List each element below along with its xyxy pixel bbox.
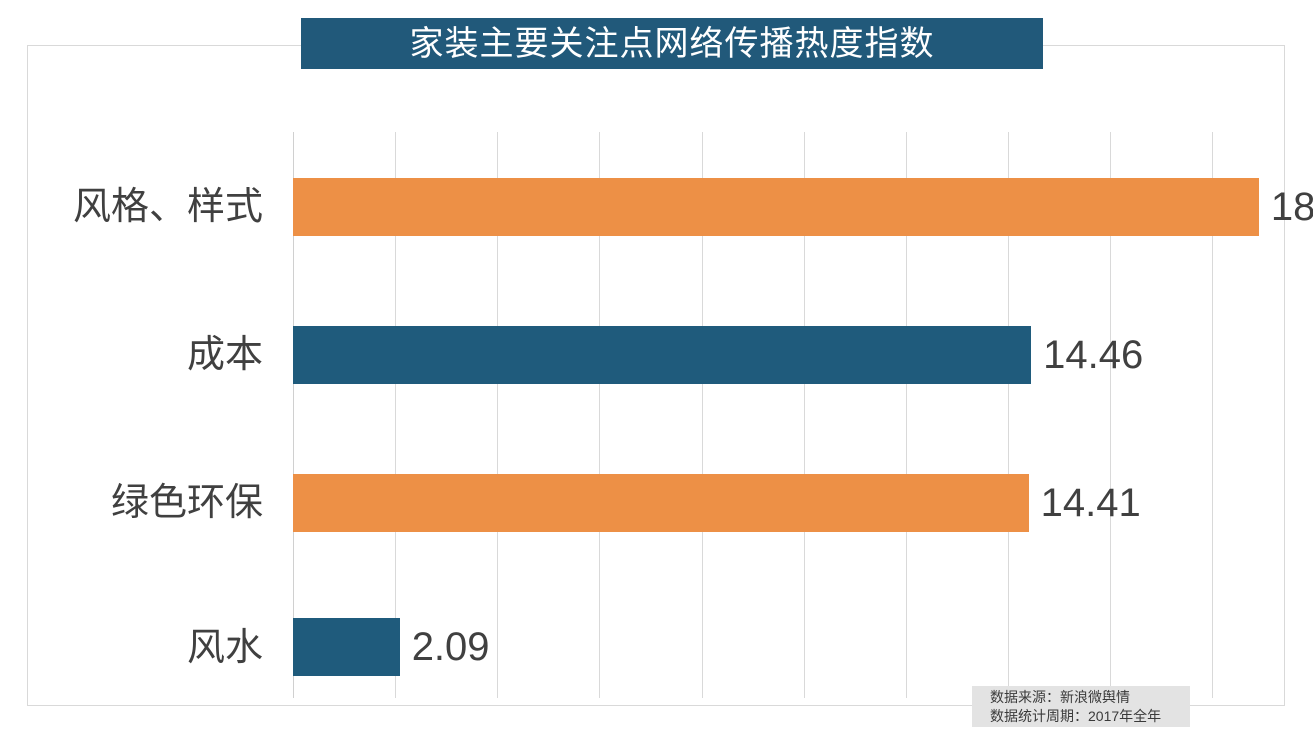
category-label-1: 成本 [186, 334, 263, 376]
footnote-source: 数据来源：新浪微舆情 [990, 688, 1130, 705]
bar-row: 2.09 [293, 618, 1313, 676]
chart-title: 家装主要关注点网络传播热度指数 [301, 18, 1043, 69]
gridline-7 [1008, 132, 1009, 698]
plot-area: 18.92 14.46 14.41 2.09 [293, 132, 1313, 698]
bar-row: 14.46 [293, 326, 1313, 384]
footnote-period: 数据统计周期：2017年全年 [990, 707, 1162, 724]
gridline-1 [395, 132, 396, 698]
gridline-9 [1212, 132, 1213, 698]
category-axis: 风格、样式 成本 绿色环保 风水 [28, 132, 293, 698]
chart-frame: 18.92 14.46 14.41 2.09 风格、样式 成本 绿色环保 风水 [27, 45, 1313, 706]
gridline-3 [599, 132, 600, 698]
bar-0[interactable] [293, 178, 1259, 236]
category-label-2: 绿色环保 [110, 482, 263, 524]
category-label-3: 风水 [186, 627, 263, 669]
bar-3[interactable] [293, 618, 400, 676]
bar-value-2: 14.41 [1040, 481, 1141, 525]
bar-row: 14.41 [293, 474, 1313, 532]
bar-row: 18.92 [293, 178, 1313, 236]
bar-1[interactable] [293, 326, 1032, 384]
gridline-5 [804, 132, 805, 698]
bar-value-1: 14.46 [1043, 333, 1144, 377]
gridline-0 [293, 132, 294, 698]
chart-title-text: 家装主要关注点网络传播热度指数 [409, 24, 935, 63]
gridline-6 [906, 132, 907, 698]
category-label-0: 风格、样式 [72, 186, 263, 228]
bar-value-3: 2.09 [411, 625, 490, 669]
bar-2[interactable] [293, 474, 1029, 532]
bar-value-0: 18.92 [1270, 185, 1313, 229]
gridline-2 [497, 132, 498, 698]
gridline-4 [702, 132, 703, 698]
footnote-box: 数据来源：新浪微舆情 数据统计周期：2017年全年 [972, 686, 1190, 727]
gridline-8 [1110, 132, 1111, 698]
